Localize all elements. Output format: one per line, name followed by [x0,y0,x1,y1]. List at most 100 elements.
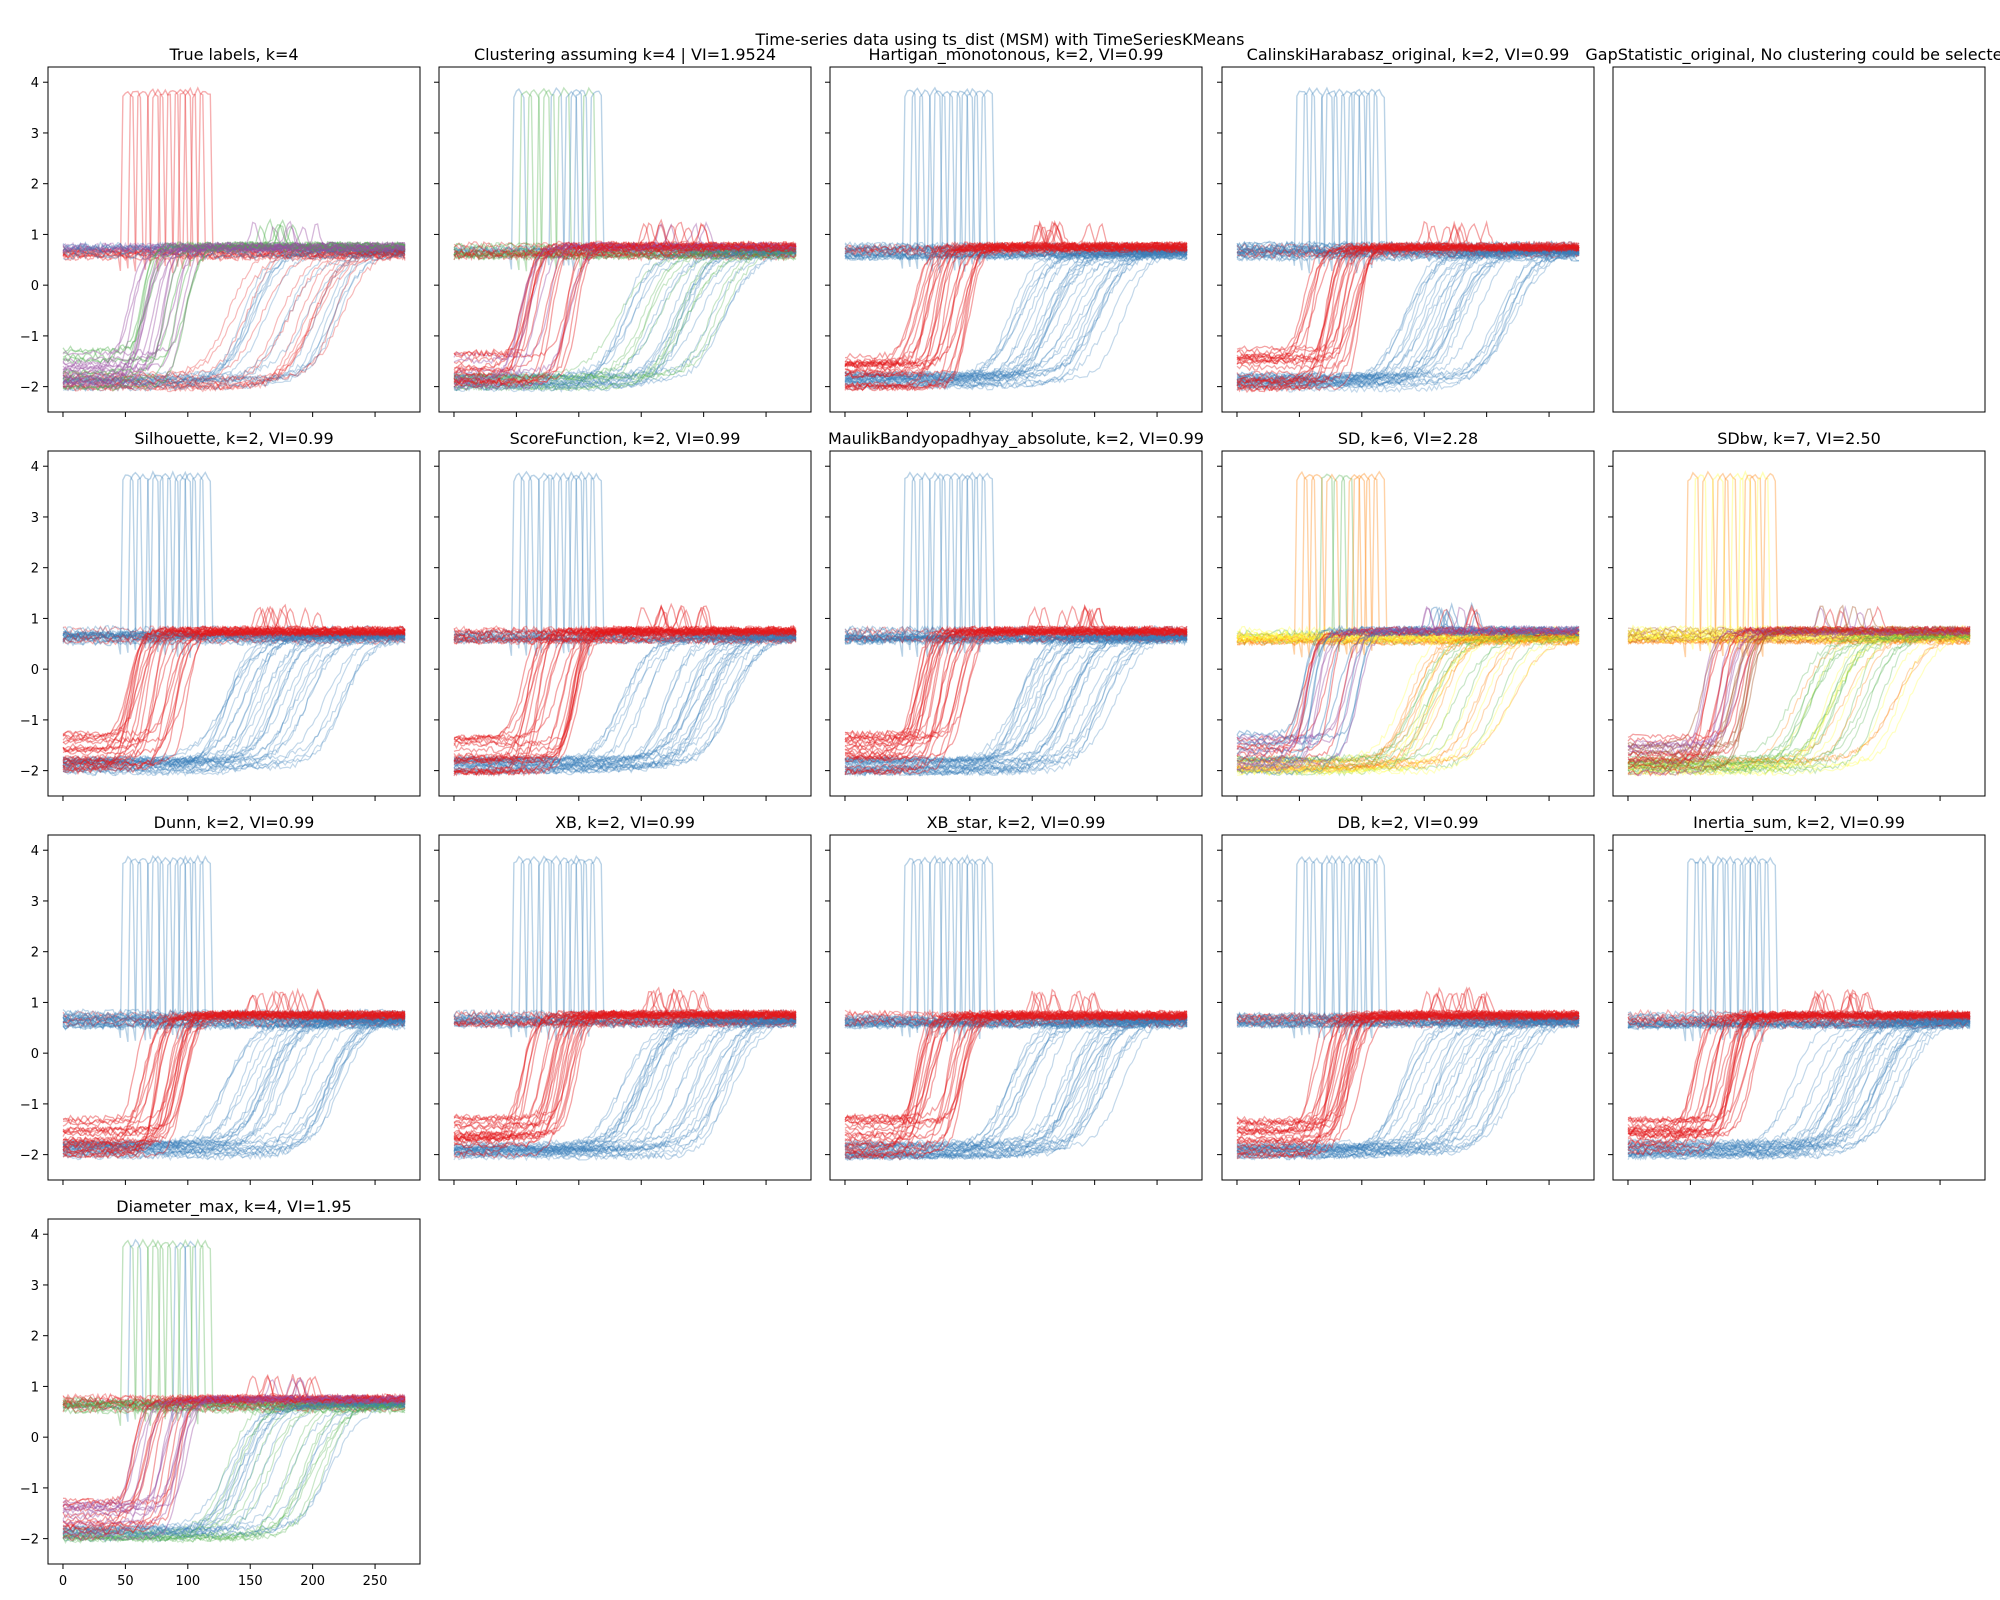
ts-fast-rise-6 [1627,995,1971,1134]
ts-fast-rise-11 [844,222,1188,392]
ts-slow-rise-13 [453,247,796,392]
ts-flat-7 [844,241,1188,251]
ts-flat-1 [453,250,797,261]
y-tick-label: 3 [31,511,39,526]
ts-slow-rise-28 [1236,629,1580,777]
ts-slow-rise-24 [62,1016,406,1147]
ts-spike-3 [62,857,406,1041]
ts-fast-rise-9 [1236,1009,1580,1136]
ts-flat-5 [62,629,406,640]
ts-fast-rise-7 [62,994,406,1144]
ts-fast-rise-5 [453,988,797,1131]
ts-slow-rise-22 [1627,1016,1971,1151]
ts-spike-8 [453,858,797,1037]
axes-frame [438,450,812,797]
ts-fast-rise-26 [844,219,1188,377]
ts-fast-rise-13 [844,988,1188,1150]
ts-slow-rise-16 [62,1013,406,1156]
ts-fast-rise-23 [62,1011,406,1135]
ts-spike-6 [62,856,406,1035]
ts-fast-rise-18 [453,222,797,386]
ts-fast-rise-12 [1236,1012,1580,1125]
ts-slow-rise-4 [1236,629,1580,775]
ts-slow-rise-28 [62,1401,406,1539]
ts-fast-rise-16 [1236,995,1580,1158]
ts-fast-rise-13 [844,629,1188,751]
ts-fast-rise-14 [844,629,1188,776]
ts-slow-rise-20 [453,632,797,764]
ts-fast-rise-15 [62,241,406,389]
ts-fast-rise-7 [1627,992,1971,1134]
ts-spike-4 [1236,473,1580,657]
ts-fast-rise-2 [1236,986,1580,1135]
ts-flat-6 [844,244,1188,255]
ts-flat-10 [1236,1019,1580,1030]
ts-slow-rise-17 [1627,632,1971,765]
ts-slow-rise-18 [1236,245,1580,385]
ts-slow-rise-12 [1236,250,1580,386]
ts-flat-13 [62,1013,406,1024]
ts-slow-rise-17 [1236,246,1580,382]
ts-fast-rise-10 [62,242,406,370]
ts-fast-rise-3 [453,244,797,374]
ts-flat-6 [1236,1011,1579,1022]
ts-flat-6 [62,1398,406,1409]
ts-slow-rise-5 [1236,1013,1580,1152]
ts-slow-rise-21 [454,630,797,769]
ts-slow-rise-22 [1627,633,1971,768]
ts-slow-rise-13 [62,630,406,771]
ts-flat-9 [844,247,1188,257]
ts-slow-rise-21 [62,1017,406,1162]
ts-fast-rise-10 [1236,220,1580,394]
ts-fast-rise-3 [1627,609,1971,745]
ts-fast-rise-23 [1236,243,1580,360]
y-tick-label: −1 [20,714,39,729]
ts-slow-rise-16 [453,633,796,765]
y-tick-label: 3 [31,1279,39,1294]
ts-fast-rise-26 [62,1010,406,1126]
ts-flat-13 [844,244,1188,254]
ts-slow-rise-22 [62,1402,406,1542]
ts-fast-rise-25 [62,607,406,757]
y-tick-label: −1 [20,1482,39,1497]
ts-fast-rise-22 [62,224,406,376]
ts-slow-rise-15 [62,250,406,386]
ts-fast-rise-6 [62,224,406,383]
ts-spike-4 [1627,855,1971,1035]
ts-fast-rise-12 [844,627,1188,764]
ts-flat-1 [1627,1014,1971,1024]
ts-slow-rise-17 [1236,633,1580,775]
ts-fast-rise-9 [1236,602,1580,737]
ts-fast-rise-2 [1627,1009,1971,1140]
ts-spike-4 [453,87,797,266]
ts-fast-rise-6 [62,1009,406,1158]
ts-slow-rise-11 [844,247,1188,391]
ts-flat-9 [844,1019,1188,1030]
ts-spike-3 [453,88,797,272]
ts-fast-rise-18 [1627,1011,1971,1128]
ts-fast-rise-24 [62,1394,406,1527]
ts-spike-4 [1236,86,1580,265]
ts-slow-rise-9 [1236,248,1580,388]
ts-fast-rise-9 [844,240,1188,368]
series-group [453,854,797,1162]
ts-fast-rise-11 [1236,605,1580,754]
ts-spike-6 [1627,472,1971,657]
ts-slow-rise-23 [453,1017,797,1158]
ts-fast-rise-26 [62,1375,406,1527]
ts-slow-rise-20 [1236,246,1580,381]
ts-slow-rise-4 [1627,1016,1971,1159]
ts-spike-12 [62,1239,406,1425]
ts-flat-9 [1627,1020,1971,1030]
ts-slow-rise-28 [844,1018,1188,1161]
ts-fast-rise-13 [1627,625,1971,766]
ts-slow-rise-4 [1236,246,1580,387]
ts-slow-rise-24 [844,630,1188,766]
ts-slow-rise-6 [62,1401,406,1539]
series-group [1236,86,1580,394]
ts-fast-rise-7 [844,241,1188,366]
ts-slow-rise-27 [1627,1013,1971,1148]
ts-slow-rise-20 [453,1019,797,1161]
ts-fast-rise-17 [844,1012,1188,1139]
panels: True labels, k=4 4 3 2 1 0 −1 −2 Clustering assu… [20,45,2000,1589]
